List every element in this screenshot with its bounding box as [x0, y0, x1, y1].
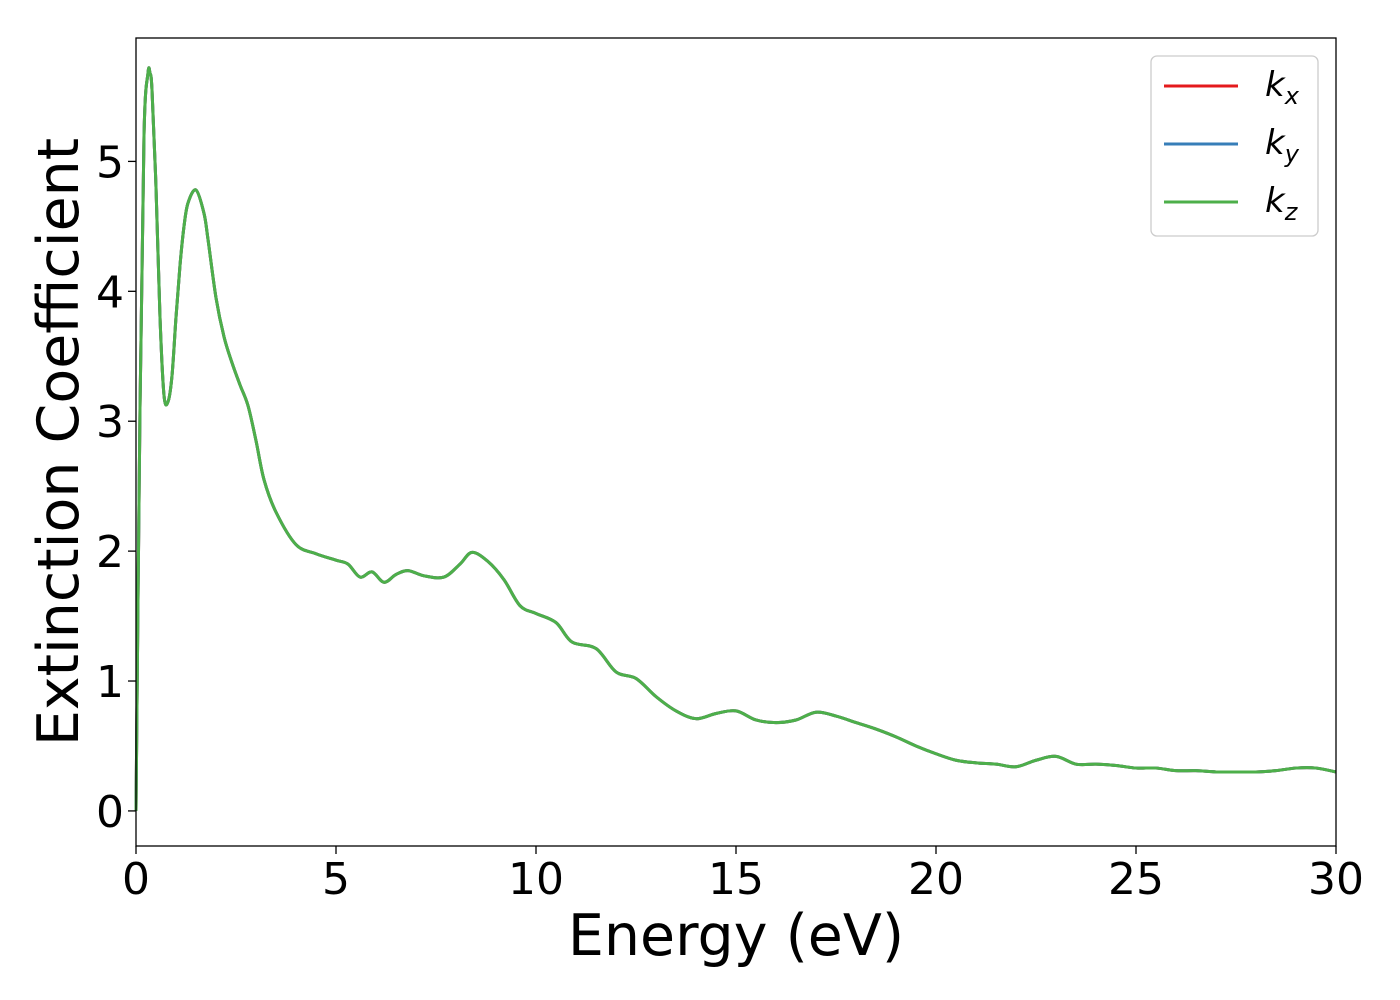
plot-lines — [134, 66, 1337, 811]
x-tick-label: 5 — [322, 854, 350, 905]
series-line-z — [134, 66, 1337, 811]
y-tick-label: 1 — [96, 657, 124, 708]
x-tick-label: 10 — [508, 854, 564, 905]
legend-label-y: ky — [1265, 123, 1300, 168]
x-tick-label: 30 — [1308, 854, 1364, 905]
legend: kx ky kz — [1150, 55, 1319, 237]
legend-label-z: kz — [1265, 181, 1299, 226]
x-axis-ticks: 0 5 10 15 20 25 30 — [122, 846, 1364, 905]
y-axis-ticks: 0 1 2 3 4 5 — [96, 137, 136, 838]
y-tick-label: 5 — [96, 137, 124, 188]
x-axis-label: Energy (eV) — [568, 903, 904, 969]
legend-box — [1150, 55, 1319, 237]
y-axis-label: Extinction Coefficient — [26, 138, 92, 746]
y-tick-label: 0 — [96, 787, 124, 838]
x-tick-label: 20 — [908, 854, 964, 905]
y-tick-label: 3 — [96, 397, 124, 448]
x-tick-label: 0 — [122, 854, 150, 905]
legend-label-x: kx — [1265, 65, 1300, 110]
x-tick-label: 25 — [1108, 854, 1164, 905]
y-tick-label: 2 — [96, 527, 124, 578]
y-tick-label: 4 — [96, 267, 124, 318]
x-tick-label: 15 — [708, 854, 764, 905]
